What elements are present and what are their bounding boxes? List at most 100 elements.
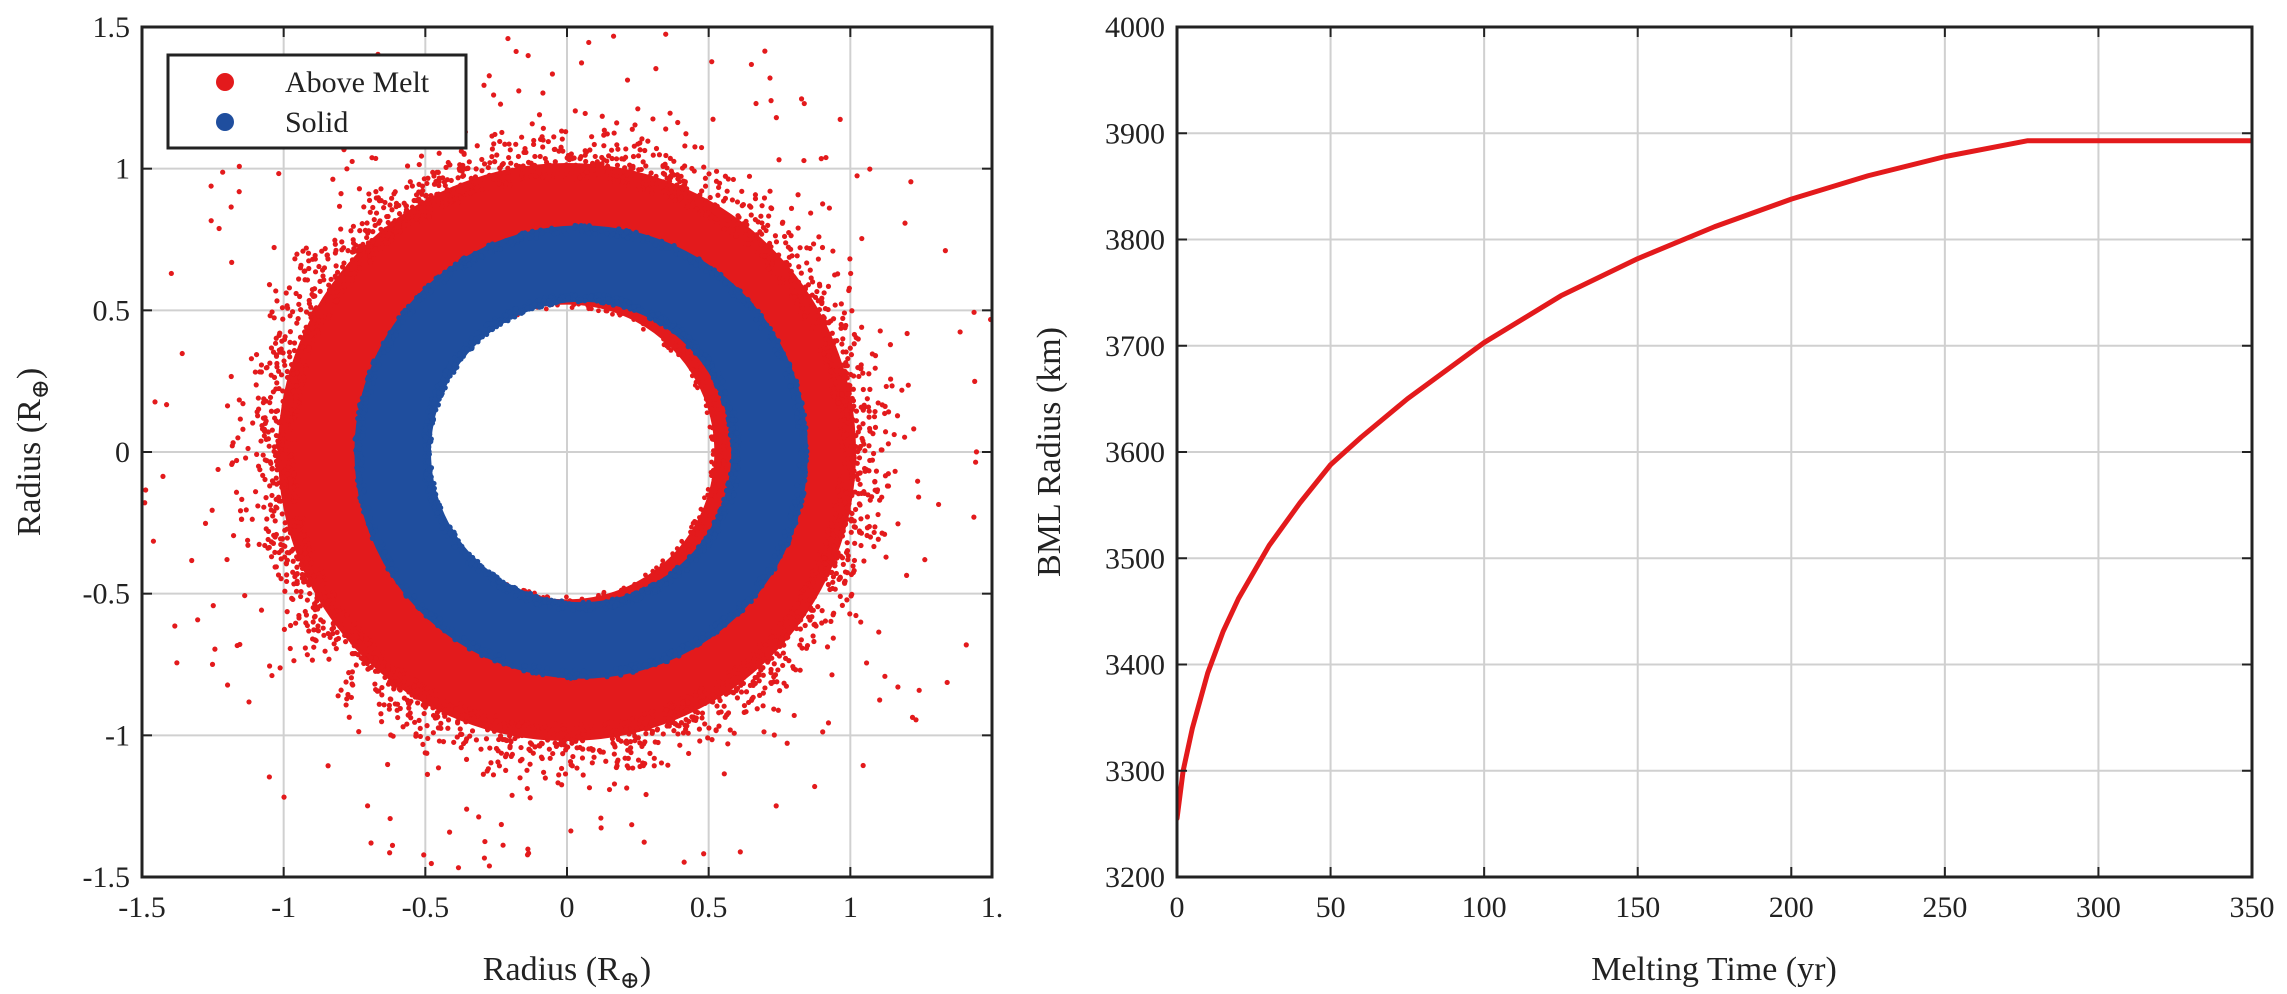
- solid-point: [666, 651, 673, 657]
- above-melt-point: [577, 175, 583, 181]
- solid-point: [774, 545, 781, 551]
- above-melt-point: [643, 182, 649, 188]
- above-melt-point: [678, 719, 685, 726]
- solid-point: [802, 478, 808, 484]
- above-melt-point: [586, 785, 593, 791]
- above-melt-point: [710, 425, 715, 431]
- above-melt-point: [258, 362, 265, 368]
- solid-point: [367, 515, 373, 521]
- above-melt-point: [525, 850, 532, 856]
- above-melt-point: [773, 803, 779, 809]
- above-melt-point: [860, 421, 866, 427]
- solid-point: [712, 531, 718, 538]
- above-melt-point: [895, 684, 901, 690]
- solid-point: [360, 426, 367, 432]
- above-melt-point: [274, 380, 280, 386]
- above-melt-point: [720, 429, 725, 435]
- above-melt-point: [623, 738, 630, 744]
- above-melt-point: [697, 515, 702, 520]
- above-melt-point: [481, 180, 488, 186]
- scatter-x-tick-label: 0.5: [690, 891, 728, 924]
- above-melt-point: [421, 176, 427, 182]
- above-melt-point: [389, 207, 395, 213]
- above-melt-point: [294, 251, 300, 257]
- solid-point: [733, 442, 739, 448]
- above-melt-point: [789, 286, 795, 292]
- above-melt-point: [591, 167, 597, 173]
- above-melt-point: [840, 315, 846, 321]
- above-melt-point: [539, 755, 545, 762]
- solid-point: [647, 658, 653, 664]
- solid-point: [403, 583, 410, 589]
- above-melt-point: [883, 554, 889, 560]
- solid-point: [357, 495, 363, 501]
- above-melt-point: [549, 71, 556, 77]
- solid-point: [536, 297, 543, 303]
- above-melt-point: [831, 338, 838, 344]
- above-melt-point: [476, 720, 482, 726]
- above-melt-point: [425, 735, 431, 742]
- above-melt-point: [802, 585, 808, 591]
- above-melt-point: [619, 590, 625, 596]
- above-melt-point: [372, 668, 379, 674]
- above-melt-point: [281, 419, 287, 425]
- above-melt-point: [815, 319, 821, 325]
- solid-point: [745, 296, 751, 303]
- above-melt-point: [288, 418, 294, 424]
- above-melt-point: [284, 471, 291, 477]
- above-melt-point: [294, 571, 300, 577]
- above-melt-point: [707, 497, 713, 502]
- above-melt-point: [252, 369, 258, 375]
- above-melt-point: [195, 617, 201, 623]
- solid-point: [633, 229, 639, 236]
- above-melt-point: [667, 110, 673, 116]
- above-melt-point: [409, 183, 415, 189]
- above-melt-point: [620, 178, 626, 184]
- above-melt-point: [861, 441, 867, 447]
- above-melt-point: [692, 144, 698, 150]
- above-melt-point: [858, 365, 864, 371]
- above-melt-point: [762, 685, 768, 691]
- solid-point: [783, 362, 790, 368]
- above-melt-point: [861, 489, 867, 495]
- above-melt-point: [579, 738, 586, 744]
- above-melt-point: [797, 667, 803, 673]
- solid-point: [684, 567, 690, 573]
- above-melt-point: [689, 165, 695, 172]
- solid-point: [541, 598, 548, 605]
- above-melt-point: [809, 303, 815, 309]
- above-melt-point: [754, 235, 760, 241]
- solid-point: [686, 334, 692, 340]
- above-melt-point: [492, 159, 498, 165]
- solid-point: [613, 666, 619, 672]
- solid-point: [578, 297, 584, 303]
- solid-point: [782, 355, 788, 361]
- above-melt-point: [745, 241, 752, 247]
- above-melt-point: [390, 666, 397, 672]
- solid-point: [586, 230, 592, 236]
- above-melt-point: [882, 429, 889, 435]
- solid-point: [693, 348, 700, 354]
- above-melt-point: [291, 428, 298, 435]
- solid-point: [728, 471, 734, 477]
- above-melt-point: [816, 281, 823, 287]
- solid-point: [722, 280, 728, 286]
- solid-point: [505, 318, 511, 324]
- above-melt-point: [386, 706, 392, 712]
- above-melt-point: [578, 60, 585, 66]
- solid-point: [654, 656, 661, 663]
- above-melt-point: [237, 416, 243, 422]
- above-melt-point: [580, 772, 586, 778]
- above-melt-point: [258, 438, 264, 444]
- above-melt-point: [457, 701, 464, 707]
- above-melt-point: [798, 96, 805, 102]
- above-melt-point: [596, 592, 601, 598]
- above-melt-point: [556, 772, 562, 778]
- solid-point: [477, 562, 483, 569]
- above-melt-point: [651, 763, 657, 769]
- above-melt-point: [357, 265, 363, 271]
- above-melt-point: [478, 746, 484, 752]
- above-melt-point: [663, 703, 669, 709]
- above-melt-point: [601, 143, 607, 149]
- above-melt-point: [563, 129, 569, 135]
